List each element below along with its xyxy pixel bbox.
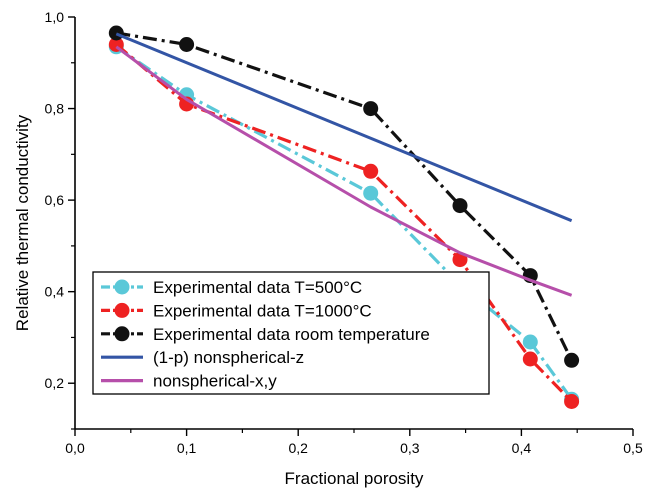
y-tick-label: 0,4	[45, 284, 65, 300]
legend-experimental-data-room-temperature-marker	[114, 326, 130, 342]
y-axis-title: Relative thermal conductivity	[13, 114, 32, 331]
series-experimental-data-room-temperature-point	[179, 37, 195, 52]
y-tick-label: 1,0	[45, 9, 65, 25]
legend-box	[92, 271, 490, 395]
legend: Experimental data T=500°C Experimental da…	[92, 271, 490, 395]
series-experimental-data-room-temperature-point	[564, 352, 580, 368]
series-nonspherical-x-y-line	[115, 45, 573, 297]
series-experimental-data-room-temperature-point	[108, 25, 124, 41]
series-experimental-data-t-1000-c-point	[564, 394, 580, 409]
y-tick-label: 0,8	[45, 101, 65, 117]
x-tick-label: 0,3	[400, 440, 420, 456]
y-tick-label: 0,6	[45, 192, 65, 208]
series-experimental-data-room-temperature-point	[452, 198, 468, 214]
x-tick-label: 0,5	[623, 440, 643, 456]
legend-experimental-data-t-1000-c-marker	[114, 302, 130, 318]
series-experimental-data-t-500-c-point	[522, 334, 538, 350]
x-tick-label: 0,0	[65, 440, 85, 456]
series-experimental-data-t-1000-c-point	[363, 163, 379, 179]
x-tick-label: 0,1	[177, 440, 197, 456]
y-tick-label: 0,2	[45, 375, 65, 391]
series-experimental-data-t-500-c-point	[363, 185, 379, 201]
x-axis-title: Fractional porosity	[285, 469, 424, 488]
series-layer	[108, 25, 580, 409]
x-tick-label: 0,4	[512, 440, 532, 456]
legend-experimental-data-t-500-c-label: Experimental data T=500°C	[153, 278, 362, 297]
legend-experimental-data-t-1000-c-label: Experimental data T=1000°C	[153, 301, 372, 320]
series-experimental-data-room-temperature-point	[363, 101, 379, 117]
x-tick-label: 0,2	[288, 440, 308, 456]
legend-1-p-nonspherical-z-label: (1-p) nonspherical-z	[153, 348, 304, 367]
axes-layer: 0,0 0,1 0,2 0,3 0,4 0,5 0,2 0,4 0,6 0,8 1,0 Fractio…	[13, 9, 643, 488]
legend-experimental-data-room-temperature-label: Experimental data room temperature	[153, 325, 430, 344]
series-experimental-data-t-1000-c-line	[115, 43, 573, 403]
legend-nonspherical-x-y-label: nonspherical-x,y	[153, 372, 277, 391]
series-experimental-data-t-1000-c-point	[522, 351, 538, 367]
legend-experimental-data-t-500-c-marker	[114, 279, 130, 295]
series-experimental-data-t-500-c-line	[115, 45, 573, 401]
series-1-p-nonspherical-z-line	[115, 32, 573, 223]
